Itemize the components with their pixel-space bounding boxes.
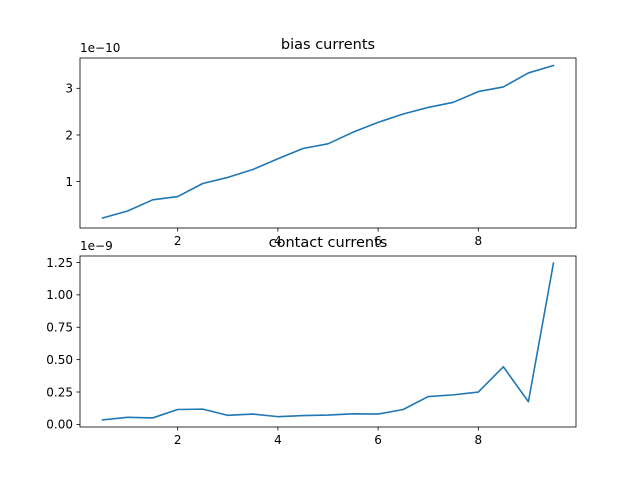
contact-series-line bbox=[101, 262, 555, 421]
bias-series-line bbox=[101, 64, 555, 219]
bias-currents-axes: 2 4 6 8 1 2 3 1e−10 bias currents bbox=[65, 37, 577, 248]
contact-x-tick-label: 2 bbox=[174, 433, 182, 447]
bias-x-tick-label: 2 bbox=[174, 234, 182, 248]
contact-x-tick-label: 6 bbox=[374, 433, 382, 447]
bias-x-tick-label: 6 bbox=[374, 234, 382, 248]
bias-y-tick-label: 2 bbox=[65, 128, 73, 142]
bias-axes-frame bbox=[79, 57, 577, 229]
bias-chart-title: bias currents bbox=[281, 37, 375, 53]
contact-y-tick-label: 0.50 bbox=[46, 353, 73, 367]
bias-scale-offset-label: 1e−10 bbox=[80, 41, 120, 55]
contact-axes-frame bbox=[79, 255, 577, 428]
contact-chart-title: contact currents bbox=[269, 235, 388, 251]
contact-y-tick-label: 0.75 bbox=[46, 321, 73, 335]
bias-x-tick-label: 8 bbox=[474, 234, 482, 248]
contact-x-tick-label: 8 bbox=[474, 433, 482, 447]
bias-x-tick-label: 4 bbox=[274, 234, 282, 248]
bias-y-tick-label: 3 bbox=[65, 82, 73, 96]
bias-y-tick-label: 1 bbox=[65, 175, 73, 189]
contact-y-tick-label: 0.00 bbox=[46, 418, 73, 432]
contact-x-tick-label: 4 bbox=[274, 433, 282, 447]
contact-y-tick-label: 1.00 bbox=[46, 288, 73, 302]
contact-currents-axes: 2 4 6 8 0.00 0.25 0.50 0.75 1.00 1.25 1e−9 contact … bbox=[46, 235, 577, 447]
contact-y-tick-label: 1.25 bbox=[46, 256, 73, 270]
contact-scale-offset-label: 1e−9 bbox=[80, 239, 113, 253]
contact-y-tick-label: 0.25 bbox=[46, 385, 73, 399]
